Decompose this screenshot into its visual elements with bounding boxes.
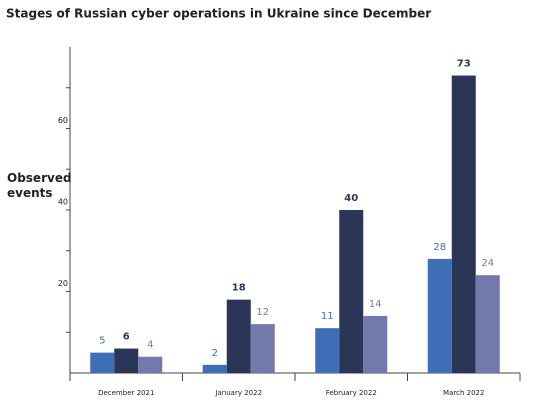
bar (427, 258, 452, 373)
bar (226, 299, 251, 373)
bar (339, 210, 364, 373)
chart-title: Stages of Russian cyber operations in Uk… (6, 7, 431, 21)
y-tick-label: 20 (58, 279, 68, 288)
value-label: 24 (481, 258, 494, 269)
y-axis-label: Observed events (7, 171, 72, 200)
value-label: 6 (123, 332, 130, 343)
bar (451, 75, 476, 374)
bar (475, 275, 500, 373)
value-label: 5 (99, 336, 105, 347)
value-label: 28 (433, 242, 446, 253)
value-label: 18 (232, 283, 246, 294)
value-label: 14 (369, 299, 382, 310)
value-label: 11 (321, 311, 334, 322)
value-label: 73 (457, 59, 471, 70)
value-label: 2 (212, 348, 218, 359)
bar (250, 324, 275, 373)
bar (202, 364, 227, 373)
bar (315, 328, 340, 373)
value-label: 12 (256, 307, 269, 318)
value-label: 40 (344, 193, 358, 204)
x-tick-label: March 2022 (443, 389, 484, 397)
x-tick-label: February 2022 (326, 389, 377, 397)
x-tick-label: December 2021 (98, 389, 154, 397)
bar (138, 356, 163, 373)
y-tick-label: 40 (58, 198, 68, 207)
bar (363, 315, 388, 373)
bar (114, 348, 139, 373)
x-tick-label: January 2022 (214, 389, 262, 397)
value-label: 4 (147, 340, 153, 351)
y-tick-label: 60 (58, 116, 68, 125)
bar (90, 352, 115, 373)
